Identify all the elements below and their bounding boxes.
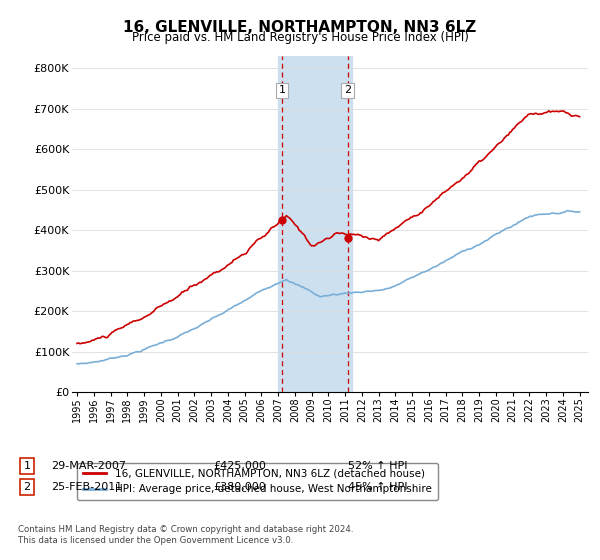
Text: 1: 1 — [278, 86, 286, 95]
Legend: 16, GLENVILLE, NORTHAMPTON, NN3 6LZ (detached house), HPI: Average price, detach: 16, GLENVILLE, NORTHAMPTON, NN3 6LZ (det… — [77, 463, 438, 501]
Text: 2: 2 — [344, 86, 351, 95]
Text: 25-FEB-2011: 25-FEB-2011 — [51, 482, 122, 492]
Text: Price paid vs. HM Land Registry's House Price Index (HPI): Price paid vs. HM Land Registry's House … — [131, 31, 469, 44]
Text: 52% ↑ HPI: 52% ↑ HPI — [348, 461, 407, 471]
Text: £425,000: £425,000 — [213, 461, 266, 471]
Bar — [278, 56, 352, 392]
Text: 29-MAR-2007: 29-MAR-2007 — [51, 461, 126, 471]
Text: 2: 2 — [23, 482, 31, 492]
Text: 16, GLENVILLE, NORTHAMPTON, NN3 6LZ: 16, GLENVILLE, NORTHAMPTON, NN3 6LZ — [124, 20, 476, 35]
Text: 1: 1 — [23, 461, 31, 471]
Text: Contains HM Land Registry data © Crown copyright and database right 2024.
This d: Contains HM Land Registry data © Crown c… — [18, 525, 353, 545]
Text: 45% ↑ HPI: 45% ↑ HPI — [348, 482, 407, 492]
Text: £380,000: £380,000 — [213, 482, 266, 492]
